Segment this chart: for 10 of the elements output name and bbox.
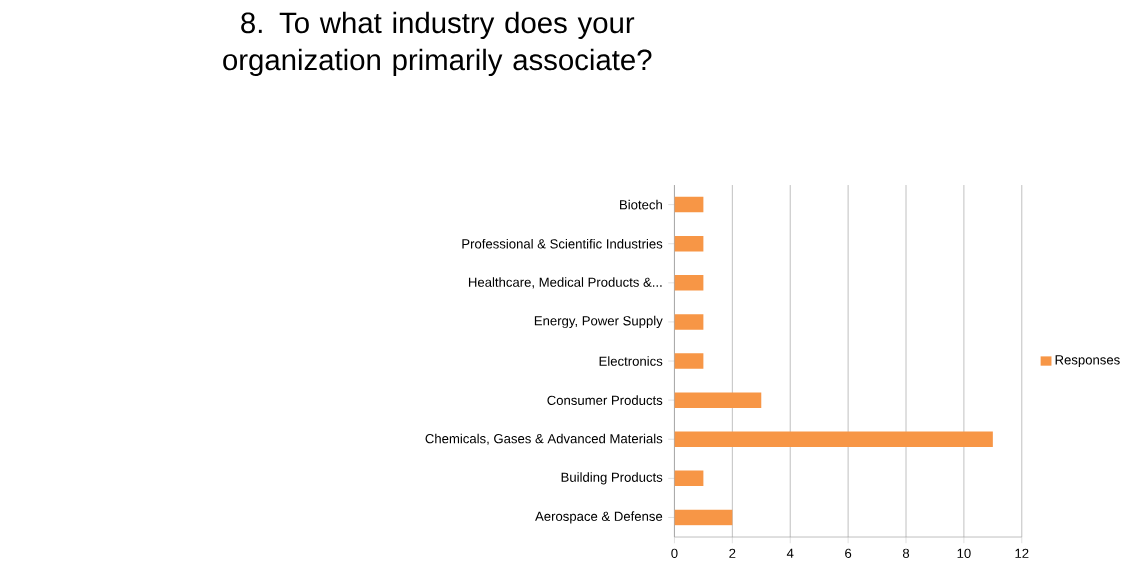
bar (674, 314, 704, 331)
text: 8. To what industry does your organization primarily associate? (223, 12, 652, 77)
bar (674, 471, 704, 487)
bar (674, 392, 762, 409)
bar (674, 510, 733, 526)
bar (674, 197, 704, 213)
bar (674, 431, 993, 448)
bar (674, 275, 704, 291)
bar (674, 236, 704, 252)
bar (674, 353, 704, 370)
